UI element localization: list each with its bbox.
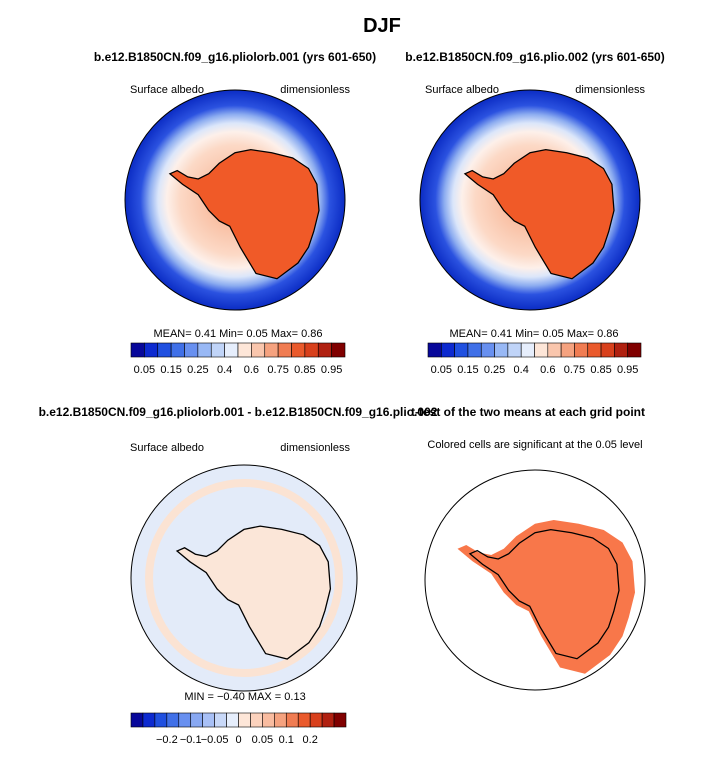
left-label: Surface albedo xyxy=(130,84,204,96)
stats: MIN = −0.40 MAX = 0.13 xyxy=(184,691,305,703)
colorbar-box xyxy=(170,342,185,358)
right-label: dimensionless xyxy=(575,84,645,96)
colorbar-label: 0.95 xyxy=(321,364,342,376)
colorbar-box xyxy=(331,342,346,358)
stats: MEAN= 0.41 Min= 0.05 Max= 0.86 xyxy=(153,328,322,340)
colorbar-label: 0.85 xyxy=(590,364,611,376)
colorbar-label: −0.2 xyxy=(156,734,178,746)
colorbar-box xyxy=(210,342,225,358)
colorbar-box xyxy=(285,712,299,728)
colorbar-box xyxy=(441,342,455,358)
colorbar-box xyxy=(264,342,279,358)
colorbar-box xyxy=(494,342,509,358)
colorbar-box xyxy=(237,342,252,358)
colorbar-box xyxy=(547,342,562,358)
colorbar-box xyxy=(142,712,156,728)
colorbar-box xyxy=(197,342,212,358)
colorbar-box xyxy=(587,342,602,358)
colorbar-box xyxy=(321,712,335,728)
right-label: dimensionless xyxy=(280,442,350,454)
colorbar-label: 0.95 xyxy=(617,364,638,376)
colorbar-box xyxy=(166,712,180,728)
colorbar-box xyxy=(480,342,495,358)
colorbar-label: 0.85 xyxy=(294,364,315,376)
colorbar-box xyxy=(291,342,306,358)
colorbar-label: 0 xyxy=(235,734,241,746)
panel-subtitle: Colored cells are significant at the 0.0… xyxy=(427,439,642,451)
colorbar-box xyxy=(277,342,292,358)
colorbar-label: 0.6 xyxy=(540,364,555,376)
colorbar-label: 0.15 xyxy=(160,364,181,376)
colorbar-box xyxy=(574,342,589,358)
colorbar-box xyxy=(520,342,535,358)
colorbar-box xyxy=(627,342,642,358)
colorbar-box xyxy=(317,342,332,358)
stats: MEAN= 0.41 Min= 0.05 Max= 0.86 xyxy=(449,328,618,340)
colorbar-box xyxy=(178,712,192,728)
colorbar-box xyxy=(614,342,628,358)
colorbar-box xyxy=(333,712,347,728)
colorbar-label: 0.05 xyxy=(431,364,452,376)
colorbar-box xyxy=(262,712,275,728)
panel-title: b.e12.B1850CN.f09_g16.pliolorb.001 (yrs … xyxy=(94,50,376,64)
panel-title: b.e12.B1850CN.f09_g16.plio.002 (yrs 601-… xyxy=(405,50,664,64)
colorbar-box xyxy=(130,342,145,358)
colorbar-label: 0.25 xyxy=(484,364,505,376)
colorbar-box xyxy=(560,342,575,358)
map xyxy=(130,464,358,692)
colorbar-box xyxy=(144,342,159,358)
colorbar-label: −0.1 xyxy=(180,734,202,746)
map xyxy=(419,89,641,311)
map xyxy=(124,89,346,311)
colorbar-label: 0.75 xyxy=(564,364,585,376)
colorbar-box xyxy=(600,342,615,358)
colorbar-box xyxy=(454,342,469,358)
colorbar-label: 0.6 xyxy=(244,364,259,376)
figure-title: DJF xyxy=(363,15,401,37)
left-label: Surface albedo xyxy=(425,84,499,96)
colorbar-box xyxy=(309,712,323,728)
colorbar-box xyxy=(274,712,287,728)
colorbar-label: 0.05 xyxy=(252,734,273,746)
panel-title: b.e12.B1850CN.f09_g16.pliolorb.001 - b.e… xyxy=(39,405,438,419)
colorbar-box xyxy=(184,342,199,358)
colorbar-box xyxy=(154,712,168,728)
colorbar-label: 0.4 xyxy=(217,364,232,376)
colorbar-box xyxy=(304,342,319,358)
colorbar-box xyxy=(507,342,522,358)
colorbar-box xyxy=(467,342,482,358)
colorbar-box xyxy=(130,712,144,728)
colorbar-label: 0.4 xyxy=(514,364,529,376)
colorbar-box xyxy=(250,712,263,728)
colorbar-box xyxy=(226,712,239,728)
map xyxy=(424,469,646,691)
colorbar-box xyxy=(202,712,215,728)
colorbar-label: 0.2 xyxy=(303,734,318,746)
colorbar-label: 0.75 xyxy=(267,364,288,376)
colorbar-box xyxy=(534,342,549,358)
colorbar-label: 0.05 xyxy=(134,364,155,376)
colorbar-label: 0.25 xyxy=(187,364,208,376)
panel-title: t-test of the two means at each grid poi… xyxy=(411,405,645,419)
colorbar-box xyxy=(190,712,203,728)
colorbar-box xyxy=(297,712,311,728)
colorbar-label: 0.15 xyxy=(457,364,478,376)
colorbar-label: 0.1 xyxy=(279,734,294,746)
colorbar-box xyxy=(427,342,442,358)
colorbar-label: −0.05 xyxy=(201,734,229,746)
colorbar-box xyxy=(157,342,172,358)
right-label: dimensionless xyxy=(280,84,350,96)
colorbar-box xyxy=(251,342,266,358)
colorbar-box xyxy=(224,342,239,358)
left-label: Surface albedo xyxy=(130,442,204,454)
colorbar-box xyxy=(238,712,251,728)
colorbar-box xyxy=(214,712,227,728)
